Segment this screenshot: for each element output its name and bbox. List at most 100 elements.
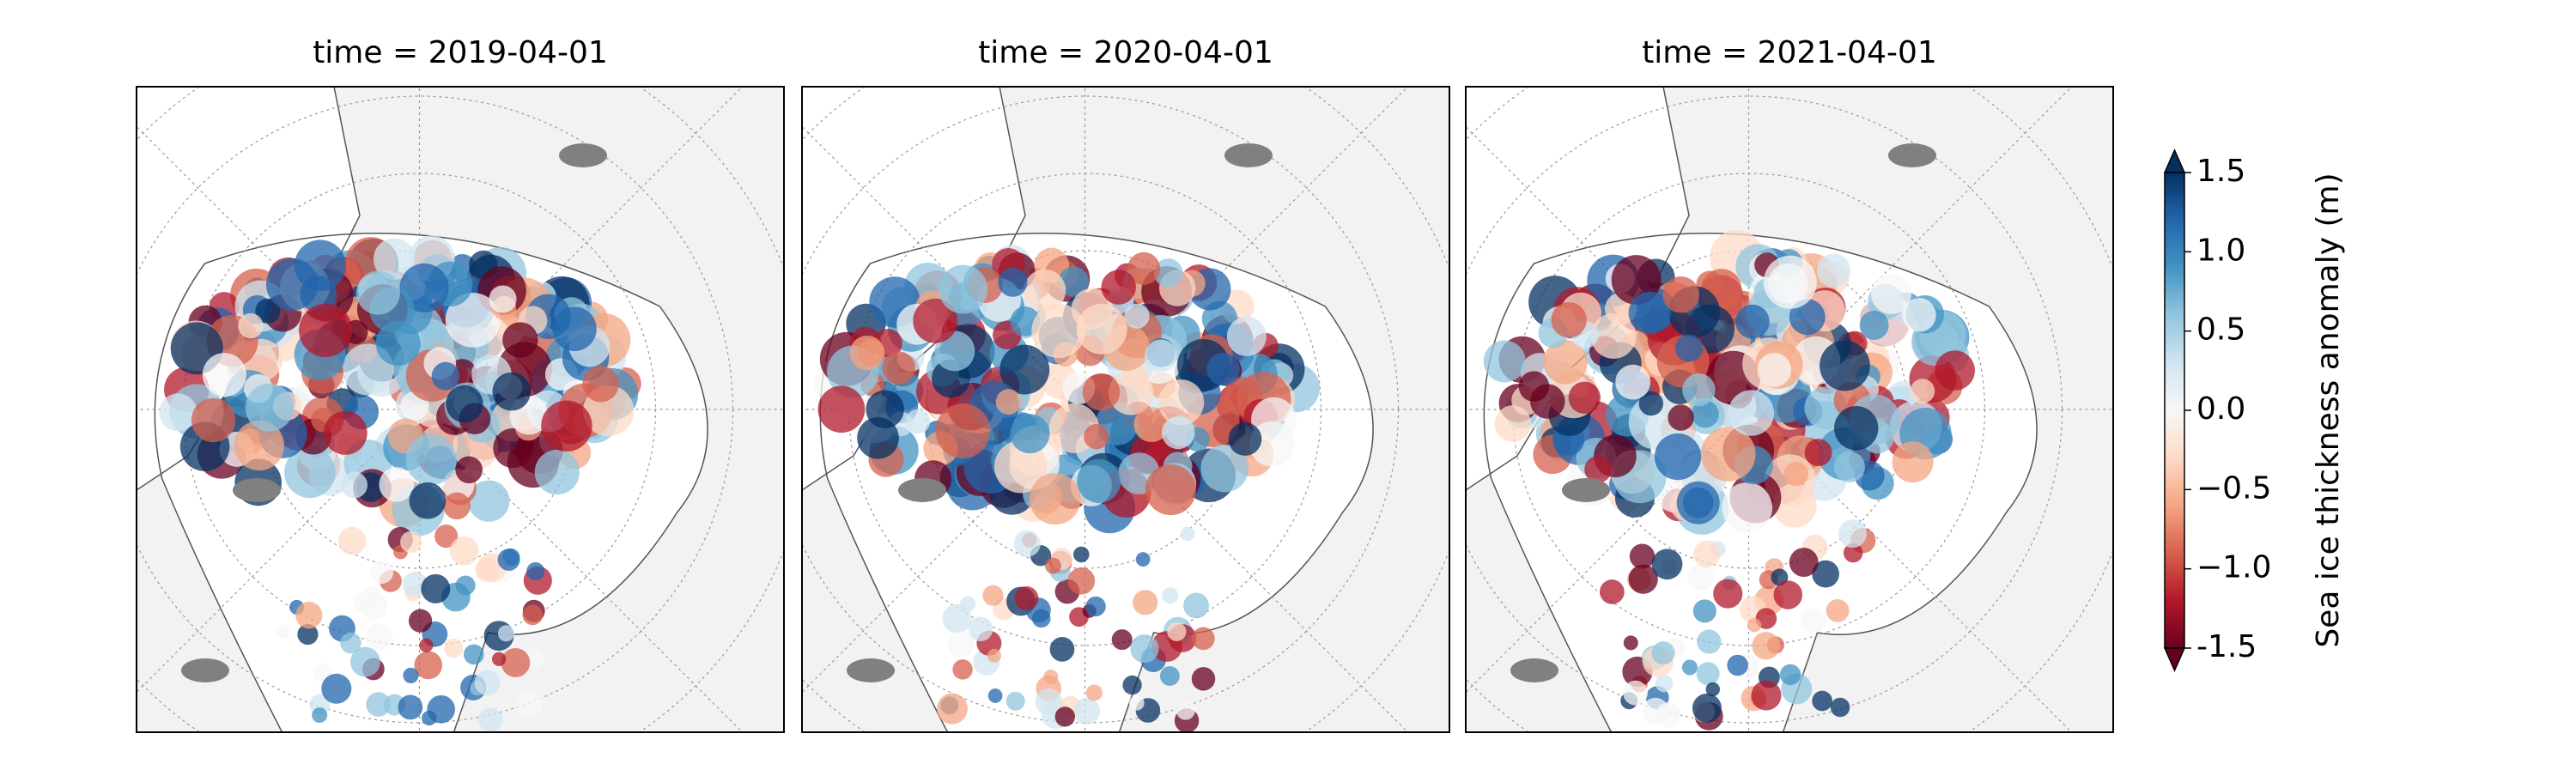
ice-patch [1584, 456, 1612, 483]
meridian [137, 409, 420, 694]
ice-patch [534, 449, 580, 495]
ice-patch [1651, 549, 1683, 580]
land-grey [1888, 143, 1936, 167]
ice-patch [1838, 519, 1867, 549]
ice-patch [1013, 530, 1041, 557]
ice-patch [245, 383, 294, 432]
ice-patch [1176, 700, 1195, 720]
ice-patch [443, 492, 471, 520]
colorbar-tick-label: −0.5 [2196, 470, 2271, 506]
panel-frame [1465, 86, 2114, 733]
ice-patch [1871, 273, 1911, 314]
colorbar-tick-label: -1.5 [2196, 629, 2257, 664]
ice-patch [866, 390, 904, 428]
ice-patch [1082, 373, 1121, 411]
ice-patch [1642, 697, 1669, 725]
ice-patch [234, 420, 284, 471]
colorbar-tick-label: 1.0 [2196, 233, 2245, 268]
ice-patch [1010, 414, 1050, 454]
ice-patch [987, 688, 1003, 703]
ice-patch [1692, 693, 1722, 723]
ice-patch [1638, 391, 1664, 416]
ice-patch [817, 385, 866, 433]
ice-patch [1682, 487, 1714, 518]
ice-patch [939, 264, 988, 314]
ice-patch [1789, 299, 1826, 336]
ice-patch [408, 609, 433, 633]
ice-patch [1859, 310, 1889, 340]
ice-patch [422, 710, 437, 726]
ice-patch [1024, 269, 1066, 312]
ice-patch [492, 372, 532, 411]
ice-patch [1226, 316, 1267, 356]
ice-patch [1727, 654, 1748, 676]
ice-patch [1072, 546, 1090, 563]
ice-patch [463, 644, 484, 665]
ice-patch [1031, 609, 1051, 628]
colorbar-extend-bottom [2163, 647, 2186, 672]
ice-patch [968, 616, 993, 641]
ice-patch [405, 433, 457, 486]
ice-patch [1834, 406, 1879, 451]
ice-patch [366, 692, 391, 717]
ice-patch [541, 400, 592, 452]
panel-frame [801, 86, 1450, 733]
colorbar [2164, 172, 2185, 649]
ice-patch [1054, 706, 1076, 727]
ice-patch [1494, 405, 1532, 442]
ice-patch [849, 335, 885, 371]
ice-patch [1757, 353, 1792, 387]
ice-patch [998, 267, 1028, 297]
ice-patch [582, 366, 619, 403]
ice-patch [497, 549, 520, 571]
ice-patch [516, 690, 544, 718]
ice-patch [1752, 632, 1780, 660]
ice-patch [354, 591, 378, 615]
ice-patch [1101, 270, 1136, 305]
ice-patch [935, 403, 991, 458]
ice-patch [1153, 258, 1183, 288]
ice-patch [1820, 340, 1870, 391]
ice-patch [1067, 567, 1096, 595]
ice-patch [1133, 406, 1170, 443]
ice-patch [1696, 662, 1720, 686]
land-grey [898, 478, 946, 502]
ice-patch [1157, 379, 1205, 426]
ice-patch [1530, 384, 1565, 419]
ice-patch [379, 467, 415, 502]
ice-patch [321, 673, 352, 704]
ice-patch [1628, 564, 1658, 594]
ice-patch [1783, 461, 1809, 487]
ice-patch [295, 602, 323, 629]
ice-patch [1049, 637, 1075, 662]
ice-patch [1629, 543, 1656, 569]
panel-frame [136, 86, 785, 733]
ice-patch [1084, 423, 1109, 450]
land-grey [847, 658, 895, 682]
land-grey [559, 143, 607, 167]
map-panel [1466, 87, 2113, 732]
ice-patch [474, 670, 501, 696]
ice-patch [1162, 587, 1179, 604]
ice-patch [999, 344, 1050, 395]
ice-patch [1910, 379, 1935, 403]
ice-patch [1773, 580, 1803, 609]
panel-title: time = 2019-04-01 [313, 35, 608, 70]
ice-patch [1833, 451, 1865, 482]
ice-patch [1005, 691, 1025, 711]
ice-patch [1682, 373, 1716, 407]
ice-patch [478, 707, 503, 732]
ice-patch [1251, 397, 1297, 443]
ice-patch [1483, 340, 1526, 383]
land-grey [1562, 478, 1610, 502]
ice-patch [1705, 682, 1720, 697]
ice-patch [987, 648, 1002, 663]
ice-patch [1655, 674, 1674, 693]
ice-patch [1043, 670, 1059, 684]
ice-patch [375, 320, 421, 366]
ice-patch [349, 646, 380, 677]
panel-title: time = 2021-04-01 [1642, 35, 1937, 70]
ice-patch [1129, 695, 1145, 711]
ice-patch [942, 603, 972, 634]
